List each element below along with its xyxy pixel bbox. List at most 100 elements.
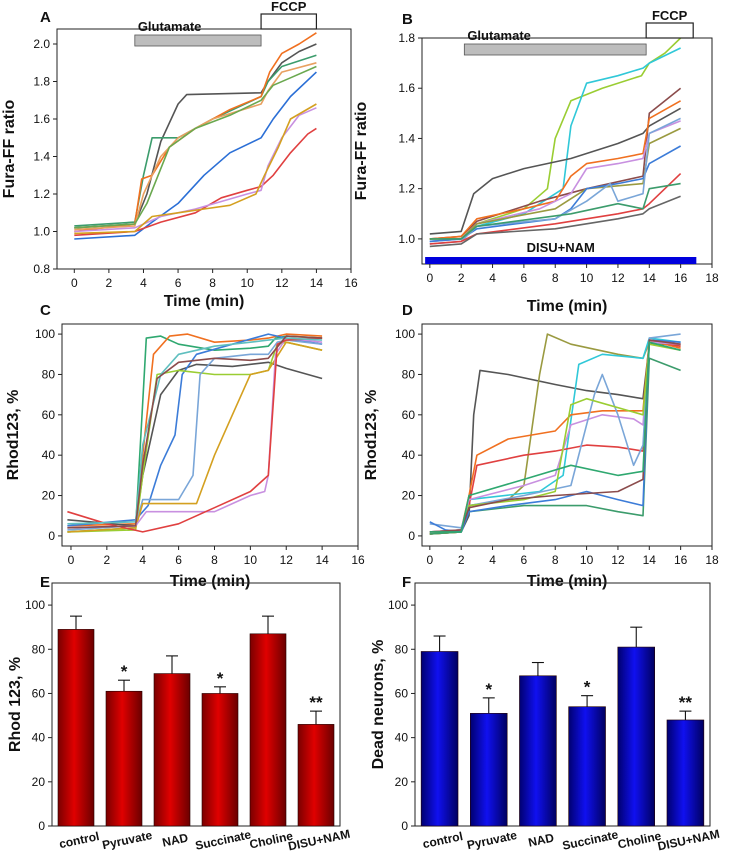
- bar: [105, 690, 143, 827]
- y-tick-label: 1.4: [398, 131, 415, 145]
- trace-line: [74, 43, 317, 229]
- y-tick-label: 1.8: [33, 75, 50, 89]
- category-label: DISU+NAM: [287, 827, 352, 854]
- y-tick-label: 60: [395, 686, 409, 700]
- x-tick-label: 12: [275, 276, 289, 290]
- y-tick-label: 0: [408, 529, 415, 543]
- significance-mark: **: [309, 693, 323, 712]
- x-tick-label: 2: [104, 553, 111, 567]
- x-tick-label: 16: [674, 271, 688, 285]
- bar: [420, 651, 459, 827]
- trace-line: [67, 335, 323, 533]
- disu-nam-bar: [425, 257, 697, 264]
- fccp-label: FCCP: [271, 0, 307, 14]
- x-tick-label: 6: [175, 553, 182, 567]
- y-axis-label: Rhod123, %: [5, 390, 22, 481]
- x-tick-label: 2: [106, 276, 113, 290]
- category-label: NAD: [527, 830, 556, 849]
- y-tick-label: 20: [402, 489, 416, 503]
- bar: [57, 629, 95, 827]
- trace-line: [429, 173, 682, 245]
- plot-frame: [421, 323, 713, 547]
- y-tick-label: 40: [395, 731, 409, 745]
- x-tick-label: 8: [209, 276, 216, 290]
- x-tick-label: 8: [552, 271, 559, 285]
- y-tick-label: 20: [42, 489, 56, 503]
- y-tick-label: 0: [48, 529, 55, 543]
- y-axis-label: Rhod123, %: [363, 390, 380, 481]
- trace-line: [74, 127, 317, 237]
- glutamate-bar: [134, 34, 262, 47]
- category-label: Pyruvate: [466, 828, 519, 852]
- panel-letter: B: [402, 11, 413, 28]
- x-tick-label: 14: [643, 553, 657, 567]
- y-tick-label: 100: [25, 598, 45, 612]
- plot-frame: [51, 582, 341, 827]
- x-tick-label: 16: [351, 553, 365, 567]
- y-axis-label: Fura-FF ratio: [1, 99, 18, 198]
- y-tick-label: 1.0: [33, 225, 50, 239]
- x-tick-label: 14: [315, 553, 329, 567]
- y-tick-label: 1.6: [398, 81, 415, 95]
- trace-line: [429, 182, 681, 240]
- x-tick-label: 18: [705, 553, 719, 567]
- x-tick-label: 6: [175, 276, 182, 290]
- fccp-bar: [645, 22, 694, 39]
- y-tick-label: 100: [395, 327, 415, 341]
- x-tick-label: 2: [458, 271, 465, 285]
- x-tick-label: 10: [580, 553, 594, 567]
- significance-mark: *: [121, 662, 128, 681]
- x-axis-label: Time (min): [170, 573, 251, 590]
- glutamate-label: Glutamate: [138, 19, 202, 34]
- trace-line: [429, 127, 681, 240]
- y-tick-label: 1.2: [33, 187, 50, 201]
- y-tick-label: 20: [395, 775, 409, 789]
- y-tick-label: 0: [38, 819, 45, 833]
- y-tick-label: 40: [402, 448, 416, 462]
- fccp-label: FCCP: [652, 8, 688, 23]
- x-tick-label: 12: [611, 553, 625, 567]
- x-axis-label: Time (min): [527, 298, 608, 315]
- x-tick-label: 14: [310, 276, 324, 290]
- x-tick-label: 10: [244, 553, 258, 567]
- y-tick-label: 40: [42, 448, 56, 462]
- x-tick-label: 16: [674, 553, 688, 567]
- x-tick-label: 8: [552, 553, 559, 567]
- significance-mark: **: [679, 693, 693, 712]
- trace-line: [429, 117, 681, 245]
- bar: [153, 673, 191, 827]
- y-tick-label: 60: [42, 408, 56, 422]
- trace-line: [74, 107, 317, 233]
- x-tick-label: 12: [280, 553, 294, 567]
- category-label: control: [58, 829, 101, 851]
- glutamate-label: Glutamate: [467, 28, 531, 43]
- category-label: Succinate: [194, 827, 253, 853]
- x-tick-label: 12: [611, 271, 625, 285]
- significance-mark: *: [584, 678, 591, 697]
- trace-line: [67, 339, 323, 531]
- trace-line: [429, 107, 681, 235]
- trace-line: [429, 100, 681, 240]
- category-label: DISU+NAM: [656, 827, 721, 854]
- y-tick-label: 1.4: [33, 150, 50, 164]
- y-tick-label: 40: [32, 731, 46, 745]
- trace-line: [429, 195, 681, 248]
- x-tick-label: 14: [643, 271, 657, 285]
- y-axis-label: Dead neurons, %: [370, 640, 387, 770]
- x-tick-label: 0: [71, 276, 78, 290]
- panel-B: B 0 2 4 6 8 10 12 14 16 18 1.0 1.2 1.4 1.6 1.8 Time (min…: [353, 8, 719, 315]
- y-axis-label: Fura-FF ratio: [353, 101, 370, 200]
- bar: [568, 706, 606, 827]
- bar: [297, 724, 335, 827]
- y-tick-label: 80: [32, 642, 46, 656]
- panel-D: D 0 2 4 6 8 10 12 14 16 18 0 20 40 60 80 100 Time (min) Rh…: [363, 302, 719, 590]
- y-axis-label: Rhod 123, %: [7, 657, 24, 752]
- category-label: control: [421, 829, 464, 851]
- y-tick-label: 100: [388, 598, 408, 612]
- trace-line: [74, 65, 317, 229]
- y-tick-label: 1.8: [398, 31, 415, 45]
- x-tick-label: 16: [344, 276, 358, 290]
- panel-A: A 0 2 4 6 8 10 12 14 16 0.8 1.0 1.2 1.4 1.6 1.8 2.0 Time …: [1, 0, 358, 310]
